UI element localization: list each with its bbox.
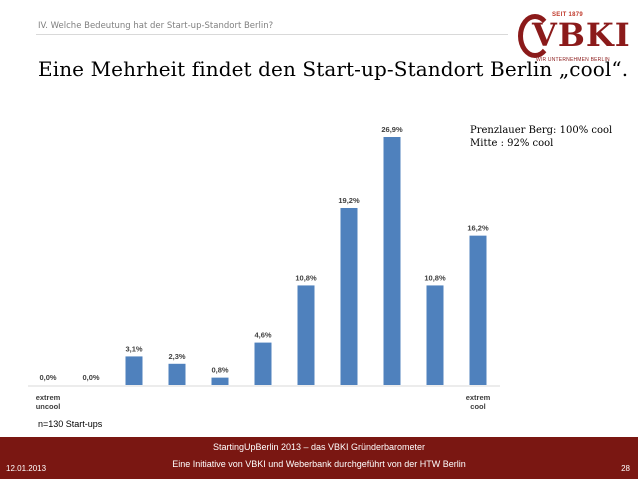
category-label-11-line-1: extrem (466, 393, 491, 402)
data-label-6: 4,6% (254, 331, 271, 340)
bar-11 (469, 235, 487, 385)
footer-bar (0, 437, 638, 479)
sample-size: n=130 Start-ups (38, 419, 103, 429)
bar-8 (340, 207, 358, 385)
data-label-4: 2,3% (168, 352, 185, 361)
data-label-10: 10,8% (424, 273, 446, 282)
data-label-1: 0,0% (39, 373, 56, 382)
category-label-11-line-2: cool (470, 402, 485, 411)
logo-name: VBKI (532, 16, 631, 54)
bar-9 (383, 137, 401, 385)
category-label-1-line-1: extrem (36, 393, 61, 402)
data-label-2: 0,0% (82, 373, 99, 382)
bar-5 (211, 377, 229, 385)
bar-7 (297, 285, 315, 385)
logo-tagline: WIR UNTERNEHMEN BERLIN (536, 57, 610, 63)
bar-chart: 0,0% 0,0% 3,1% 2,3% 0,8% 4,6% 10,8% 19,2% 26,9% 1… (28, 125, 500, 411)
footer-date: 12.01.2013 (6, 464, 47, 473)
bar-10 (426, 285, 444, 385)
logo-since: SEIT 1879 (552, 12, 584, 18)
header-divider (36, 34, 508, 35)
data-label-7: 10,8% (295, 273, 317, 282)
bars-group: 0,0% 0,0% 3,1% 2,3% 0,8% 4,6% 10,8% 19,2% 26,9% 1… (39, 125, 489, 385)
data-label-5: 0,8% (211, 366, 228, 375)
data-label-8: 19,2% (338, 196, 360, 205)
data-label-9: 26,9% (381, 125, 403, 134)
district-note: Prenzlauer Berg: 100% cool Mitte : 92% c… (470, 124, 612, 150)
note-line-2: Mitte : 92% cool (470, 138, 554, 149)
page-title: Eine Mehrheit findet den Start-up-Stando… (38, 57, 629, 81)
logo-arc-icon (518, 14, 552, 58)
section-label: IV. Welche Bedeutung hat der Start-up-St… (38, 21, 274, 31)
bar-3 (125, 356, 143, 385)
bar-4 (168, 363, 186, 385)
data-label-11: 16,2% (467, 224, 489, 233)
bar-6 (254, 342, 272, 385)
footer-line-1: StartingUpBerlin 2013 – das VBKI Gründer… (212, 442, 426, 452)
data-label-3: 3,1% (125, 344, 142, 353)
note-line-1: Prenzlauer Berg: 100% cool (470, 125, 613, 136)
page-number: 28 (621, 464, 630, 473)
category-label-1-line-2: uncool (36, 402, 61, 411)
footer-line-2: Eine Initiative von VBKI und Weberbank d… (172, 459, 466, 469)
